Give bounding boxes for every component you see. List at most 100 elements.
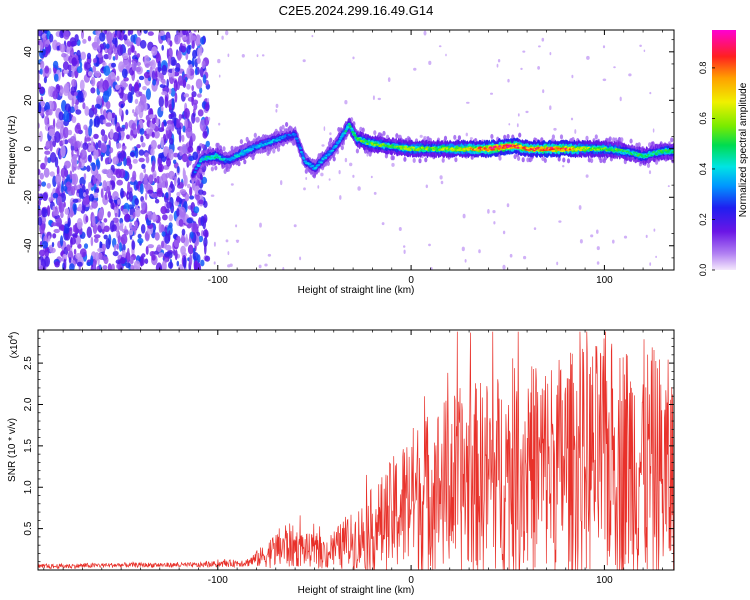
noise-blob — [44, 155, 48, 166]
noise-blob — [203, 237, 208, 248]
colorbar-tick-label: 0.0 — [698, 264, 708, 277]
noise-blob — [51, 241, 55, 248]
noise-blob — [305, 177, 308, 180]
y-tick-label: 1.0 — [23, 480, 34, 494]
noise-blob — [170, 56, 176, 66]
noise-blob — [129, 151, 135, 157]
noise-blob — [164, 96, 169, 109]
ridge-halo — [543, 158, 547, 163]
noise-blob — [168, 230, 171, 242]
ridge-segment — [350, 127, 354, 130]
ridge-segment — [339, 135, 343, 138]
noise-blob — [62, 126, 69, 139]
noise-blob — [204, 242, 207, 255]
noise-blob — [112, 132, 120, 142]
noise-blob — [38, 82, 42, 90]
x-tick-label: -100 — [208, 575, 228, 586]
noise-blob — [62, 139, 65, 145]
colorbar-tick-label: 0.6 — [698, 112, 708, 125]
ridge-segment — [193, 171, 197, 174]
noise-blob — [132, 211, 136, 219]
noise-blob — [497, 59, 501, 63]
colorbar-label: Normalized spectral amplitude — [738, 82, 749, 217]
noise-blob — [667, 185, 670, 188]
ridge-segment — [497, 147, 501, 150]
noise-blob — [192, 99, 199, 105]
ridge-halo — [418, 158, 422, 164]
noise-blob — [195, 78, 203, 90]
noise-blob — [182, 30, 188, 36]
noise-blob — [140, 224, 146, 234]
noise-blob — [118, 168, 126, 179]
noise-blob — [556, 261, 559, 266]
noise-blob — [201, 60, 206, 69]
ridge-segment — [348, 125, 352, 128]
ridge-segment — [259, 142, 262, 145]
noise-blob — [168, 214, 173, 222]
ridge-segment — [302, 157, 306, 160]
noise-blob — [78, 203, 83, 212]
noise-blob — [181, 153, 188, 163]
noise-blob — [100, 188, 104, 199]
ridge-halo — [424, 157, 428, 163]
noise-blob — [135, 184, 140, 189]
noise-blob — [628, 73, 632, 77]
noise-blob — [46, 182, 51, 189]
noise-blob — [88, 144, 95, 152]
ridge-segment — [296, 140, 300, 143]
noise-blob — [147, 31, 154, 36]
noise-blob — [107, 111, 113, 122]
noise-blob — [648, 170, 652, 175]
noise-blob — [71, 71, 75, 78]
noise-blob — [653, 228, 656, 232]
noise-blob — [259, 222, 262, 228]
noise-blob — [151, 131, 155, 138]
noise-blob — [82, 38, 87, 44]
noise-blob — [574, 129, 577, 134]
noise-blob — [106, 31, 113, 43]
noise-blob — [235, 239, 240, 242]
ridge-segment — [299, 147, 302, 150]
noise-blob — [143, 71, 151, 79]
noise-blob — [38, 168, 41, 176]
ridge-segment — [408, 148, 412, 151]
noise-blob — [183, 93, 190, 98]
noise-blob — [173, 79, 178, 92]
y-tick-label: -20 — [23, 190, 34, 205]
noise-blob — [329, 132, 332, 136]
noise-blob — [119, 217, 124, 225]
noise-blob — [63, 110, 70, 122]
noise-blob — [139, 39, 147, 49]
noise-blob — [94, 115, 101, 128]
noise-blob — [180, 45, 187, 53]
noise-blob — [178, 130, 182, 143]
noise-blob — [62, 253, 67, 261]
noise-blob — [132, 109, 135, 114]
noise-blob — [124, 121, 129, 130]
noise-blob — [194, 262, 202, 270]
noise-blob — [579, 239, 583, 244]
noise-blob — [160, 240, 165, 249]
noise-blob — [93, 57, 97, 64]
noise-blob — [200, 36, 205, 45]
noise-blob — [165, 179, 168, 189]
ridge-halo — [670, 137, 674, 143]
noise-blob — [520, 67, 523, 70]
noise-blob — [61, 52, 67, 58]
noise-blob — [194, 67, 198, 76]
noise-blob — [38, 30, 43, 37]
noise-blob — [120, 127, 125, 132]
noise-blob — [439, 175, 443, 180]
noise-blob — [161, 231, 166, 237]
noise-blob — [60, 211, 64, 219]
noise-blob — [130, 214, 133, 220]
noise-blob — [344, 157, 348, 163]
noise-blob — [104, 30, 108, 35]
noise-blob — [549, 52, 552, 56]
noise-blob — [558, 220, 562, 223]
noise-blob — [157, 60, 162, 73]
noise-blob — [68, 129, 73, 136]
noise-blob — [517, 113, 520, 117]
ridge-segment — [251, 148, 255, 150]
ridge-halo — [551, 134, 556, 140]
